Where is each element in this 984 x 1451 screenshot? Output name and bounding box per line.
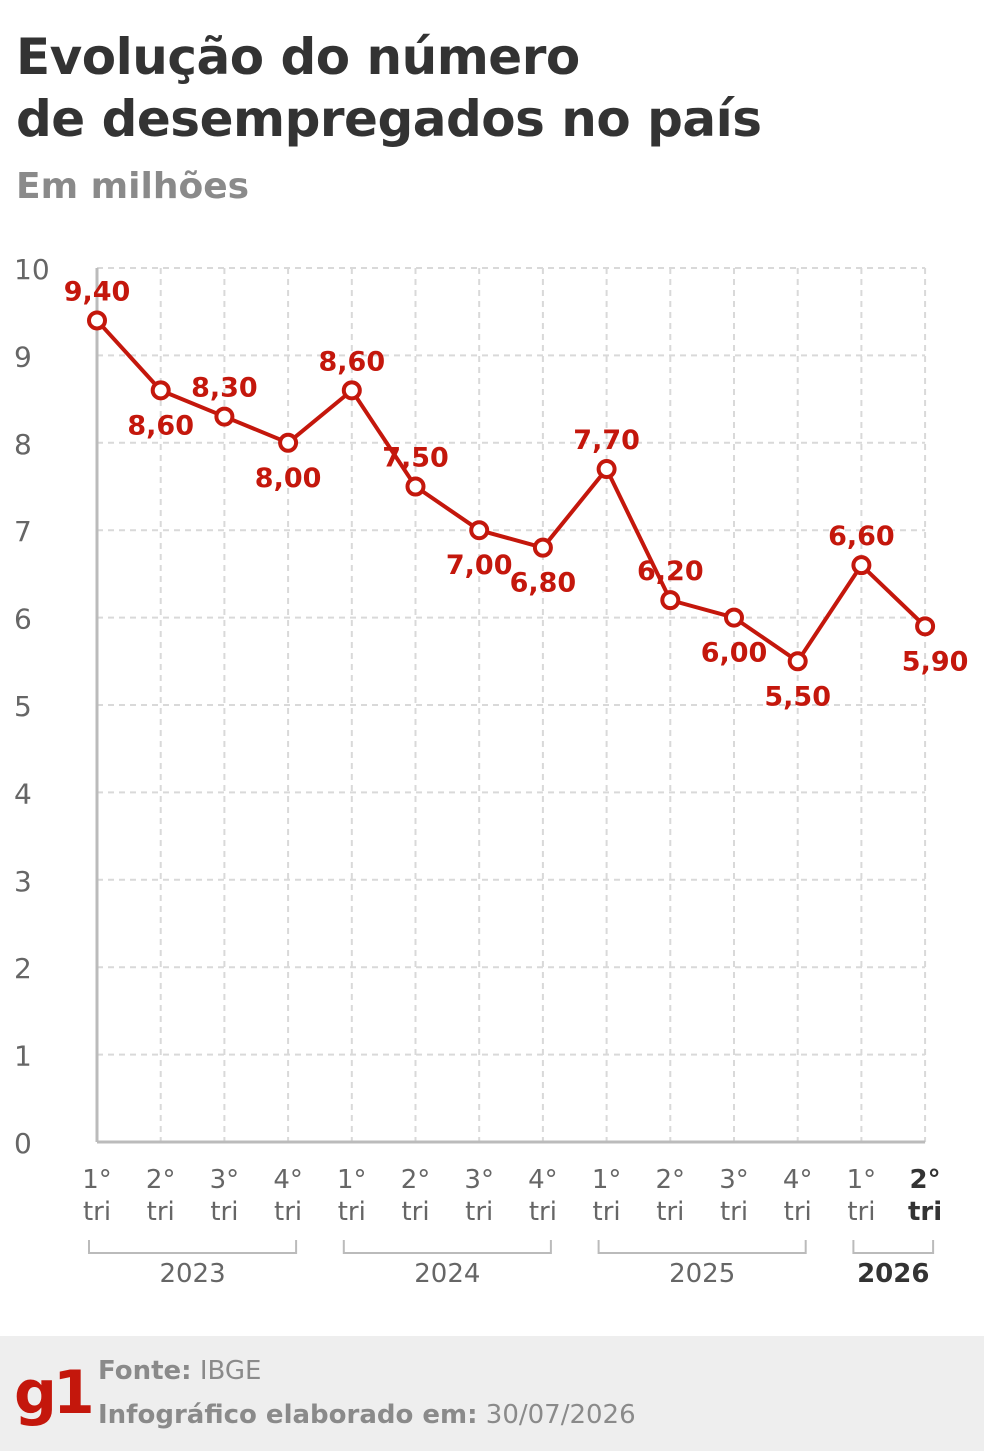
y-tick-label: 9: [14, 340, 32, 373]
x-tick-tri: tri: [83, 1197, 111, 1227]
source-label: Fonte:: [98, 1356, 192, 1386]
y-tick-label: 0: [14, 1127, 32, 1160]
y-tick-label: 10: [14, 253, 50, 286]
year-bracket: [597, 1240, 807, 1254]
x-tick-tri: tri: [593, 1197, 621, 1227]
title-line-1: Evolução do número: [16, 28, 580, 86]
data-label: 5,90: [902, 646, 969, 677]
data-point: [787, 651, 808, 672]
data-point: [341, 380, 362, 401]
x-tick-tri: tri: [210, 1197, 238, 1227]
y-tick-label: 6: [14, 603, 32, 636]
source-line: Fonte: IBGE: [98, 1354, 261, 1388]
data-label: 8,60: [318, 346, 385, 377]
chart-title: Evolução do número de desempregados no p…: [16, 26, 966, 150]
x-tick-quarter: 4°: [528, 1165, 558, 1195]
y-tick-label: 1: [14, 1040, 32, 1073]
created-value: 30/07/2026: [485, 1400, 636, 1430]
title-line-2: de desempregados no país: [16, 90, 762, 148]
x-tick-quarter: 2°: [656, 1165, 686, 1195]
created-line: Infográfico elaborado em: 30/07/2026: [98, 1398, 636, 1432]
data-label: 7,50: [382, 443, 449, 474]
x-tick-quarter: 2°: [146, 1165, 176, 1195]
data-point: [87, 310, 107, 331]
data-label: 8,30: [191, 373, 258, 404]
data-point: [150, 380, 171, 401]
x-tick-tri: tri: [274, 1197, 302, 1227]
x-tick-quarter: 1°: [847, 1165, 877, 1195]
y-tick-label: 3: [14, 865, 32, 898]
data-point: [724, 607, 744, 628]
footer: g1 Fonte: IBGE Infográfico elaborado em:…: [0, 1336, 984, 1451]
data-label: 5,50: [764, 681, 831, 712]
x-tick-quarter: 3°: [719, 1165, 749, 1195]
y-tick-label: 8: [14, 428, 32, 461]
data-point: [915, 616, 936, 637]
x-tick-tri: tri: [784, 1197, 812, 1227]
year-label: 2024: [414, 1259, 480, 1289]
data-label: 7,00: [446, 550, 513, 581]
data-point: [469, 520, 490, 541]
x-tick-quarter: 4°: [273, 1165, 303, 1195]
x-tick-tri: tri: [720, 1197, 748, 1227]
x-tick-quarter: 1°: [82, 1165, 112, 1195]
y-tick-label: 2: [14, 952, 32, 985]
data-point: [405, 476, 426, 497]
data-label: 6,00: [701, 638, 768, 669]
line-chart: 0 1 2 3 4 5 6 7 8 9 10 9,40 8,60 8,30 8,00 8,60 7,50 7,00…: [14, 253, 969, 1289]
y-tick-label: 5: [14, 690, 32, 723]
x-tick-quarter: 1°: [592, 1165, 622, 1195]
data-point: [851, 555, 872, 576]
year-bracket: [852, 1240, 935, 1254]
chart-subtitle: Em milhões: [16, 166, 250, 207]
created-label: Infográfico elaborado em:: [98, 1400, 478, 1430]
data-label: 6,80: [510, 568, 577, 599]
x-tick-tri: tri: [847, 1197, 875, 1227]
series-line: [95, 319, 927, 664]
data-label: 8,00: [255, 463, 322, 494]
x-tick-tri: tri: [529, 1197, 557, 1227]
data-label: 9,40: [64, 276, 131, 307]
x-tick-quarter: 4°: [783, 1165, 813, 1195]
year-bracket: [342, 1240, 552, 1254]
year-label: 2025: [669, 1259, 735, 1289]
data-label: 7,70: [573, 425, 640, 456]
x-tick-tri: tri: [338, 1197, 366, 1227]
x-tick-tri: tri: [401, 1197, 429, 1227]
year-bracket: [88, 1240, 298, 1254]
x-tick-quarter: 2°: [401, 1165, 431, 1195]
x-tick-quarter: 3°: [210, 1165, 240, 1195]
data-label: 8,60: [127, 410, 194, 441]
x-tick-tri: tri: [147, 1197, 175, 1227]
y-tick-label: 4: [14, 777, 32, 810]
data-point: [278, 432, 299, 453]
data-point: [214, 406, 235, 427]
x-tick-quarter: 1°: [337, 1165, 367, 1195]
year-label: 2023: [159, 1259, 225, 1289]
x-tick-quarter: 2°: [910, 1165, 941, 1195]
x-tick-tri: tri: [465, 1197, 493, 1227]
data-label: 6,60: [828, 521, 895, 552]
x-tick-quarter: 3°: [464, 1165, 494, 1195]
source-value: IBGE: [199, 1356, 262, 1386]
data-point: [532, 537, 553, 558]
g1-logo: g1: [14, 1358, 95, 1428]
data-point: [660, 590, 681, 611]
data-label: 6,20: [637, 556, 704, 587]
data-point: [596, 459, 617, 480]
x-tick-tri: tri: [908, 1197, 942, 1227]
y-tick-label: 7: [14, 515, 32, 548]
year-label: 2026: [857, 1259, 929, 1289]
x-tick-tri: tri: [656, 1197, 684, 1227]
